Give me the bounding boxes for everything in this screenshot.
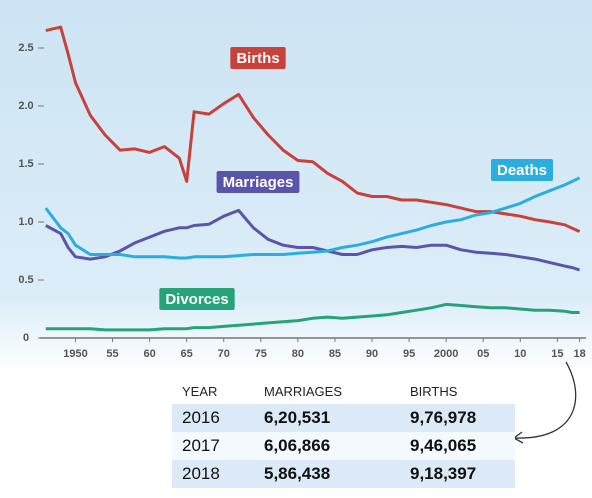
- header-cell: YEAR: [182, 383, 218, 399]
- x-tick-label: 10: [514, 348, 526, 360]
- x-tick-label: 65: [181, 348, 193, 360]
- x-tick-label: 90: [366, 348, 378, 360]
- y-tick-label: 2.0: [18, 100, 33, 112]
- table-cell: 6,06,866: [254, 432, 400, 460]
- table-row: 2017 6,06,866 9,46,065: [172, 432, 515, 460]
- table-cell: 2017: [172, 432, 254, 460]
- x-tick-label: 1950: [63, 348, 87, 360]
- series-tag-label: Divorces: [165, 291, 228, 308]
- series-tag-box: [159, 288, 235, 310]
- series-line: [44, 176, 581, 260]
- arrow: [514, 361, 577, 439]
- table-cell: 9,46,065: [400, 432, 515, 460]
- table: YEAR MARRIAGES BIRTHS 2016 6,20,531 9,76,9…: [172, 378, 515, 488]
- series-tag: Divorces: [159, 288, 235, 310]
- x-tick-label: 95: [403, 348, 415, 360]
- y-tick-label: 0.5: [18, 274, 33, 286]
- series-tag-box: [490, 159, 554, 181]
- x-tick-label: 18: [573, 348, 585, 360]
- series-tag: Deaths: [490, 159, 554, 181]
- series-line: [45, 25, 581, 233]
- x-tick-label: 85: [329, 348, 341, 360]
- x-tick-label: 05: [477, 348, 489, 360]
- x-tick-label: 2000: [434, 348, 458, 360]
- table-row: 2016 6,20,531 9,76,978: [172, 404, 515, 432]
- series-tag-label: Deaths: [497, 162, 547, 179]
- x-tick-label: 80: [292, 348, 304, 360]
- x-tick-label: 70: [218, 348, 230, 360]
- x-tick-label: 15: [551, 348, 563, 360]
- table-cell: 2016: [172, 404, 254, 432]
- header-row: YEAR MARRIAGES BIRTHS: [172, 378, 515, 404]
- series-tag-label: Marriages: [223, 174, 294, 191]
- table-cell: 6,20,531: [254, 404, 400, 432]
- x-tick-label: 60: [143, 348, 155, 360]
- series-tag: Marriages: [216, 171, 300, 193]
- table-cell: 5,86,438: [254, 460, 400, 488]
- series-tag-label: Births: [236, 50, 279, 67]
- x-tick-label: 75: [255, 348, 267, 360]
- y-tick-label: 2.5: [18, 42, 33, 54]
- header-cell: MARRIAGES: [264, 383, 343, 399]
- series-line: [45, 302, 580, 332]
- y-tick-label: 1.5: [18, 158, 33, 170]
- y-tick-label: 1.0: [18, 216, 33, 228]
- series-line: [45, 208, 581, 272]
- series-tag-box: [216, 171, 300, 193]
- header-cell: BIRTHS: [410, 383, 458, 399]
- x-tick-label: 55: [106, 348, 118, 360]
- table-cell: 9,76,978: [400, 404, 515, 432]
- series-tag: Births: [230, 47, 286, 69]
- table-row: 2018 5,86,438 9,18,397: [172, 460, 515, 488]
- y-tick-label: 0: [23, 332, 29, 344]
- table-cell: 2018: [172, 460, 254, 488]
- series-tag-box: [230, 47, 286, 69]
- table-cell: 9,18,397: [400, 460, 515, 488]
